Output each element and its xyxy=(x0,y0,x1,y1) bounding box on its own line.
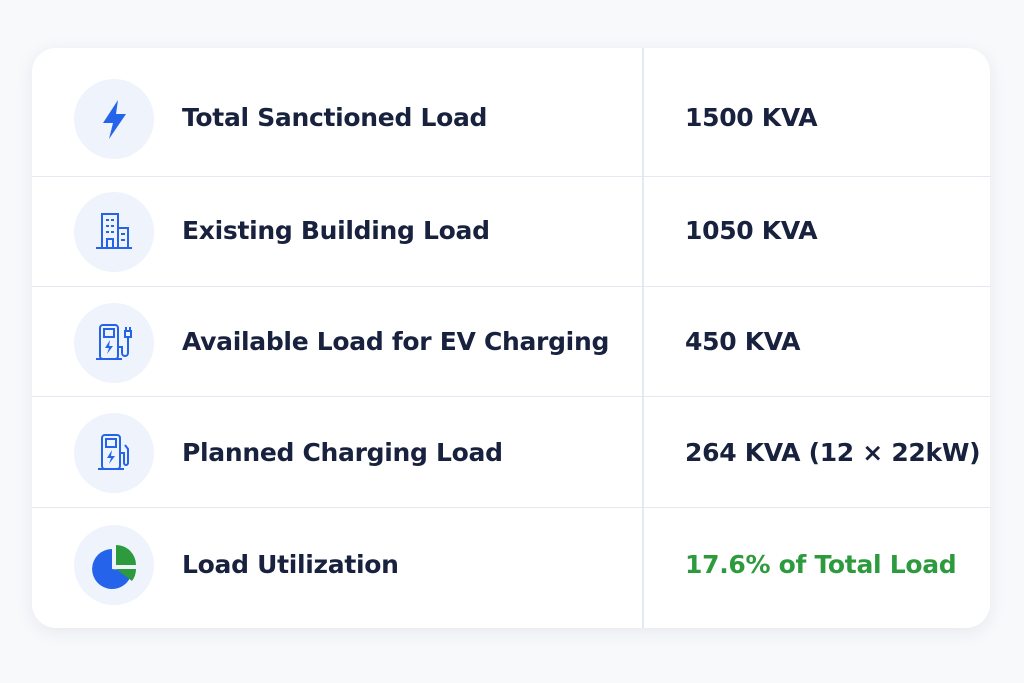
row-value: 450 KVA xyxy=(685,327,801,356)
load-table: Total Sanctioned Load 1500 KVA Existing … xyxy=(32,48,990,628)
building-icon xyxy=(74,192,154,272)
row-label: Available Load for EV Charging xyxy=(182,327,610,356)
row-label: Existing Building Load xyxy=(182,216,490,245)
ev-charger-icon xyxy=(74,303,154,383)
charger-icon xyxy=(74,413,154,493)
table-row: Load Utilization 17.6% of Total Load xyxy=(32,508,990,628)
row-label: Planned Charging Load xyxy=(182,438,503,467)
row-value: 1500 KVA xyxy=(685,103,818,132)
row-value: 264 KVA (12 × 22kW) xyxy=(685,438,981,467)
row-value: 1050 KVA xyxy=(685,216,818,245)
column-divider xyxy=(642,48,644,628)
table-row: Existing Building Load 1050 KVA xyxy=(32,177,990,287)
table-row: Planned Charging Load 264 KVA (12 × 22kW… xyxy=(32,397,990,508)
row-label: Total Sanctioned Load xyxy=(182,103,488,132)
lightning-icon xyxy=(74,79,154,159)
row-label: Load Utilization xyxy=(182,550,399,579)
table-row: Total Sanctioned Load 1500 KVA xyxy=(32,48,990,177)
pie-icon xyxy=(74,525,154,605)
table-row: Available Load for EV Charging 450 KVA xyxy=(32,287,990,397)
row-value: 17.6% of Total Load xyxy=(685,550,957,579)
